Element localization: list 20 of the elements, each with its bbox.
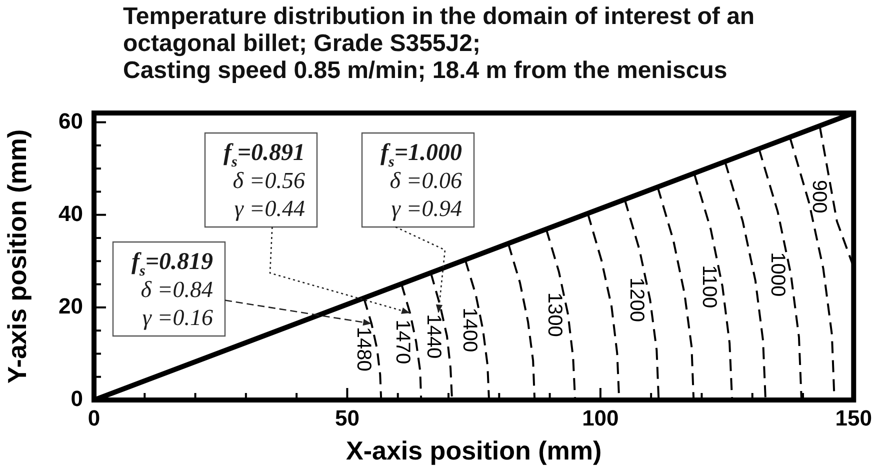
text: 1100: [698, 265, 720, 308]
text: 1300: [544, 292, 566, 337]
y-tick-label: 40: [58, 200, 83, 226]
y-tick-label: 20: [58, 293, 83, 318]
text: 1470: [392, 320, 414, 364]
text: 1000: [766, 252, 788, 297]
text: 1400: [458, 308, 480, 352]
y-tick-label: 60: [58, 108, 83, 134]
x-tick-label: 50: [334, 405, 360, 430]
text: 1480: [352, 326, 375, 372]
text: 1200: [626, 278, 648, 322]
chart-title: Temperature distribution in the domain of interest of an octagonal billet; Grade S355J2; Casting speed 0.85 m/min; 18.4 m from the meniscus: [123, 3, 755, 84]
text: 900: [808, 180, 830, 214]
x-tick-label: 150: [835, 405, 872, 430]
text: 1440: [422, 314, 444, 359]
x-tick-label: 0: [88, 405, 100, 430]
x-tick-label: 100: [582, 405, 619, 430]
y-tick-label: 0: [70, 386, 83, 412]
x-axis-title: X-axis position (mm): [346, 436, 602, 466]
y-axis-title: Y-axis position (mm): [2, 129, 32, 384]
